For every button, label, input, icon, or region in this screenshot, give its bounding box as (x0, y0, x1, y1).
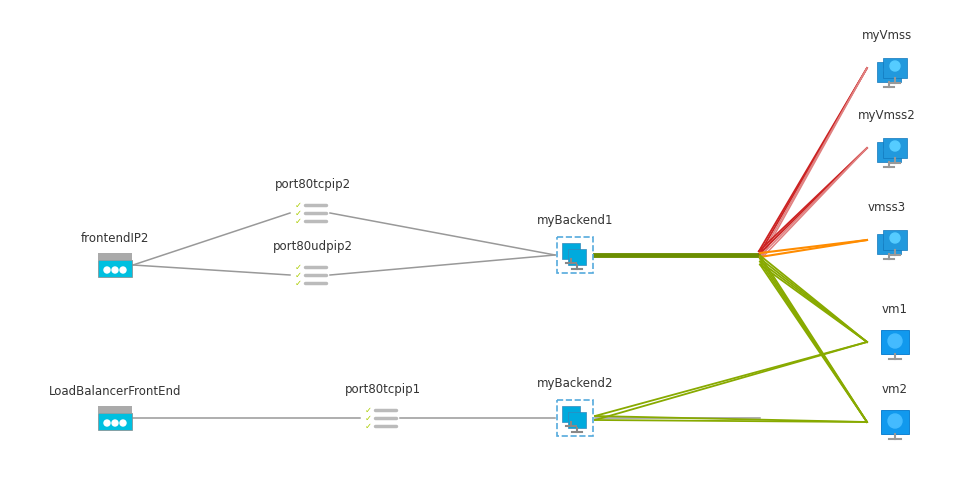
Bar (568, 249, 585, 265)
Text: vmss3: vmss3 (867, 201, 905, 214)
Text: myVmss: myVmss (861, 29, 912, 42)
Text: ✓: ✓ (294, 200, 301, 210)
Text: ✓: ✓ (294, 271, 301, 279)
Text: ✓: ✓ (364, 422, 371, 430)
Text: ✓: ✓ (364, 413, 371, 423)
Circle shape (104, 420, 109, 426)
Text: port80udpip2: port80udpip2 (273, 240, 353, 253)
Circle shape (120, 267, 126, 273)
Text: vm2: vm2 (881, 383, 907, 396)
Bar (882, 58, 906, 78)
Bar (98, 260, 132, 277)
Bar (557, 237, 592, 273)
Circle shape (889, 141, 899, 151)
Circle shape (887, 334, 901, 348)
Circle shape (104, 267, 109, 273)
Bar (882, 230, 906, 250)
Text: port80tcpip1: port80tcpip1 (345, 383, 421, 396)
Bar (98, 253, 132, 260)
Text: LoadBalancerFrontEnd: LoadBalancerFrontEnd (49, 385, 181, 398)
Circle shape (887, 414, 901, 428)
Text: ✓: ✓ (294, 278, 301, 287)
Text: myVmss2: myVmss2 (857, 109, 914, 122)
Circle shape (112, 267, 118, 273)
Text: ✓: ✓ (294, 209, 301, 217)
Bar (880, 410, 908, 434)
Circle shape (883, 65, 893, 75)
Text: ✓: ✓ (294, 216, 301, 226)
Text: vm1: vm1 (881, 303, 907, 316)
Text: ✓: ✓ (294, 262, 301, 272)
Bar (876, 142, 900, 162)
Circle shape (889, 233, 899, 243)
Bar (562, 406, 579, 422)
Text: ✓: ✓ (364, 406, 371, 414)
Text: port80tcpip2: port80tcpip2 (275, 178, 351, 191)
Bar (98, 413, 132, 430)
Bar (882, 138, 906, 158)
Circle shape (120, 420, 126, 426)
Text: frontendIP2: frontendIP2 (81, 232, 149, 245)
Bar (568, 412, 585, 428)
Text: myBackend1: myBackend1 (536, 214, 613, 227)
Circle shape (112, 420, 118, 426)
Bar (557, 400, 592, 436)
Bar (98, 406, 132, 413)
Bar (562, 243, 579, 259)
Bar (876, 62, 900, 82)
Circle shape (889, 61, 899, 71)
Circle shape (883, 237, 893, 247)
Bar (880, 330, 908, 354)
Circle shape (883, 145, 893, 155)
Bar (876, 234, 900, 254)
Text: myBackend2: myBackend2 (536, 377, 613, 390)
